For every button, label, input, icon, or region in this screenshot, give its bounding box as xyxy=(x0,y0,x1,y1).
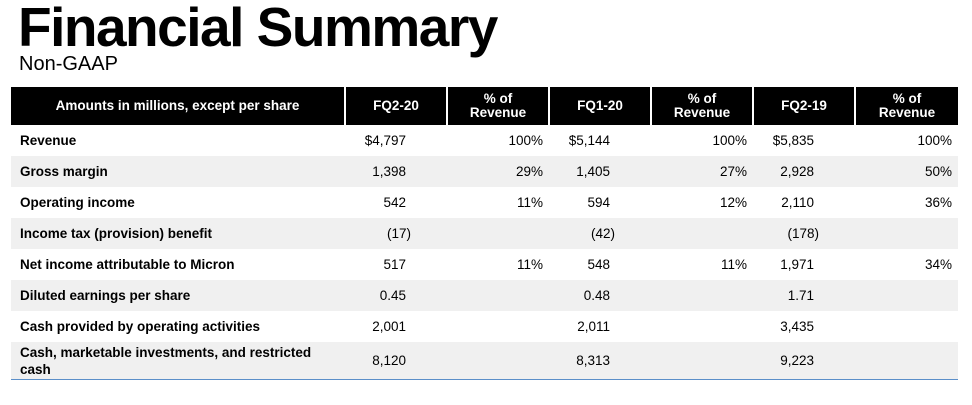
table-cell: (17) xyxy=(345,218,447,249)
page-subtitle: Non-GAAP xyxy=(19,53,118,75)
column-header: % of Revenue xyxy=(650,87,753,125)
table-cell: 36% xyxy=(855,187,958,218)
column-header: FQ2-20 xyxy=(344,87,447,125)
row-label: Operating income xyxy=(11,187,345,218)
table-cell: 11% xyxy=(447,249,549,280)
table-cell: 11% xyxy=(651,249,753,280)
table-cell xyxy=(651,342,753,380)
table-cell xyxy=(651,218,753,249)
table-cell: 34% xyxy=(855,249,958,280)
table-cell: 12% xyxy=(651,187,753,218)
table-cell: 8,120 xyxy=(345,342,447,380)
row-label: Gross margin xyxy=(11,156,345,187)
table-cell: (178) xyxy=(753,218,855,249)
table-cell: 2,011 xyxy=(549,311,651,342)
table-cell: 0.48 xyxy=(549,280,651,311)
row-label: Revenue xyxy=(11,125,345,156)
table-cell: 2,110 xyxy=(753,187,855,218)
table-header-row: Amounts in millions, except per share FQ… xyxy=(11,87,958,125)
table-cell: (42) xyxy=(549,218,651,249)
table-cell: 50% xyxy=(855,156,958,187)
table-row: Cash provided by operating activities 2,… xyxy=(11,311,958,342)
table-cell: 11% xyxy=(447,187,549,218)
table-cell xyxy=(855,311,958,342)
table-cell: 100% xyxy=(855,125,958,156)
row-label: Diluted earnings per share xyxy=(11,280,345,311)
table-cell xyxy=(447,280,549,311)
table-cell: 100% xyxy=(447,125,549,156)
table-row: Operating income 542 11% 594 12% 2,110 3… xyxy=(11,187,958,218)
page-title: Financial Summary xyxy=(18,0,498,58)
row-label: Net income attributable to Micron xyxy=(11,249,345,280)
table-row: Revenue $4,797 100% $5,144 100% $5,835 1… xyxy=(11,125,958,156)
table-cell xyxy=(447,218,549,249)
table-cell: 8,313 xyxy=(549,342,651,380)
table-cell: 27% xyxy=(651,156,753,187)
table-cell: 1,405 xyxy=(549,156,651,187)
table-cell xyxy=(855,342,958,380)
table-cell xyxy=(855,280,958,311)
table-cell xyxy=(447,342,549,380)
table-cell: 29% xyxy=(447,156,549,187)
column-header: % of Revenue xyxy=(446,87,549,125)
table-cell xyxy=(447,311,549,342)
column-header: FQ1-20 xyxy=(548,87,651,125)
table-cell: 3,435 xyxy=(753,311,855,342)
table-cell: $5,835 xyxy=(753,125,855,156)
table-cell: 1.71 xyxy=(753,280,855,311)
table-row: Income tax (provision) benefit (17) (42)… xyxy=(11,218,958,249)
row-label: Cash provided by operating activities xyxy=(11,311,345,342)
column-header: % of Revenue xyxy=(854,87,958,125)
table-cell xyxy=(855,218,958,249)
column-header: FQ2-19 xyxy=(752,87,855,125)
financial-summary-table: Amounts in millions, except per share FQ… xyxy=(11,87,958,380)
table-cell: 2,928 xyxy=(753,156,855,187)
table-row: Net income attributable to Micron 517 11… xyxy=(11,249,958,280)
row-label: Income tax (provision) benefit xyxy=(11,218,345,249)
column-header: Amounts in millions, except per share xyxy=(11,87,345,125)
table-row: Diluted earnings per share 0.45 0.48 1.7… xyxy=(11,280,958,311)
table-cell: 1,398 xyxy=(345,156,447,187)
table-cell: $4,797 xyxy=(345,125,447,156)
table-cell: 542 xyxy=(345,187,447,218)
table-cell: 2,001 xyxy=(345,311,447,342)
table-cell: 9,223 xyxy=(753,342,855,380)
row-label: Cash, marketable investments, and restri… xyxy=(11,342,345,380)
table-cell: 100% xyxy=(651,125,753,156)
table-row: Gross margin 1,398 29% 1,405 27% 2,928 5… xyxy=(11,156,958,187)
table-cell: 1,971 xyxy=(753,249,855,280)
table-cell xyxy=(651,311,753,342)
table-cell: $5,144 xyxy=(549,125,651,156)
table-cell xyxy=(651,280,753,311)
table-row: Cash, marketable investments, and restri… xyxy=(11,342,958,380)
table-cell: 0.45 xyxy=(345,280,447,311)
table-cell: 517 xyxy=(345,249,447,280)
table-cell: 548 xyxy=(549,249,651,280)
table-cell: 594 xyxy=(549,187,651,218)
